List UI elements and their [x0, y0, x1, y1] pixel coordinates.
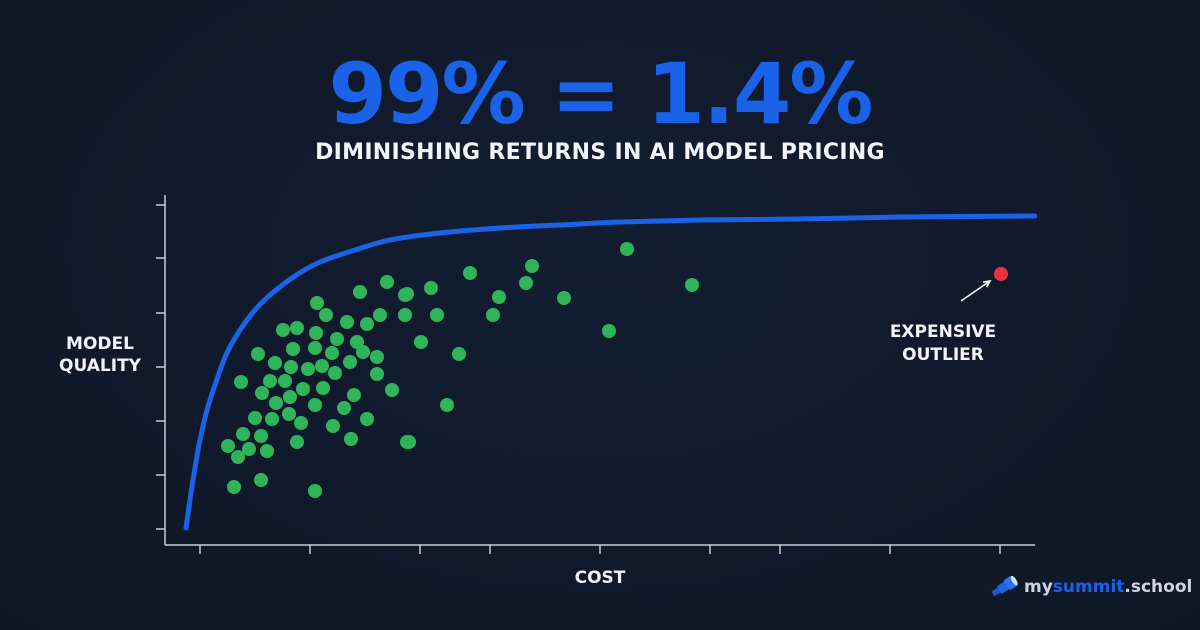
model-point [316, 381, 330, 395]
model-point [231, 450, 245, 464]
model-point [360, 317, 374, 331]
model-point [227, 480, 241, 494]
model-point [283, 390, 297, 404]
y-axis-label-line-1: MODEL [66, 334, 134, 354]
x-axis-label: COST [574, 568, 626, 588]
model-point [284, 360, 298, 374]
y-axis-label: MODEL QUALITY [40, 333, 160, 377]
outlier-point [994, 267, 1008, 281]
model-point [308, 484, 322, 498]
chart-axes [156, 195, 1035, 554]
model-point [294, 416, 308, 430]
model-point [519, 276, 533, 290]
model-point [463, 266, 477, 280]
trend-curve [183, 213, 1038, 531]
model-point [278, 374, 292, 388]
model-point [310, 296, 324, 310]
model-point [276, 323, 290, 337]
model-point [398, 308, 412, 322]
telescope-icon [991, 576, 1018, 597]
subtitle: DIMINISHING RETURNS IN AI MODEL PRICING [315, 140, 885, 165]
model-point [268, 356, 282, 370]
model-point [402, 435, 416, 449]
model-point [344, 432, 358, 446]
model-point [360, 412, 374, 426]
annotation-arrow-icon [960, 279, 992, 302]
model-point [414, 335, 428, 349]
model-point [269, 396, 283, 410]
annotation-line-1: EXPENSIVE [889, 322, 997, 342]
model-point [330, 332, 344, 346]
model-point [260, 444, 274, 458]
model-point [440, 398, 454, 412]
model-point [286, 342, 300, 356]
model-point [492, 290, 506, 304]
outlier-annotation: EXPENSIVE OUTLIER [870, 321, 1016, 367]
model-point [685, 278, 699, 292]
brand-logo: mysummit.school [988, 576, 1192, 598]
model-point [340, 315, 354, 329]
model-point [263, 374, 277, 388]
model-point [353, 285, 367, 299]
model-point [319, 308, 333, 322]
model-point [242, 442, 256, 456]
model-point [486, 308, 500, 322]
model-point [525, 259, 539, 273]
model-point [236, 427, 250, 441]
model-point [308, 341, 322, 355]
annotation-line-2: OUTLIER [902, 345, 984, 365]
model-point [309, 326, 323, 340]
model-point [380, 275, 394, 289]
model-point [370, 350, 384, 364]
model-point [296, 382, 310, 396]
model-point [370, 367, 384, 381]
data-points [221, 242, 1008, 498]
model-point [400, 287, 414, 301]
model-point [301, 362, 315, 376]
model-point [347, 388, 361, 402]
model-point [251, 347, 265, 361]
model-point [343, 355, 357, 369]
model-point [221, 439, 235, 453]
model-point [290, 435, 304, 449]
model-point [620, 242, 634, 256]
model-point [602, 324, 616, 338]
model-point [248, 411, 262, 425]
model-point [234, 375, 248, 389]
headline: 99% = 1.4% [328, 45, 874, 143]
model-point [255, 386, 269, 400]
model-point [557, 291, 571, 305]
model-point [356, 345, 370, 359]
model-point [337, 401, 351, 415]
model-point [373, 308, 387, 322]
y-axis-label-line-2: QUALITY [59, 356, 141, 376]
model-point [385, 383, 399, 397]
model-point [254, 473, 268, 487]
model-point [328, 366, 342, 380]
model-point [325, 346, 339, 360]
model-point [282, 407, 296, 421]
model-point [326, 419, 340, 433]
brand-name: mysummit.school [1024, 577, 1193, 597]
model-point [254, 429, 268, 443]
model-point [430, 308, 444, 322]
model-point [452, 347, 466, 361]
model-point [308, 398, 322, 412]
model-point [290, 321, 304, 335]
model-point [315, 359, 329, 373]
model-point [424, 281, 438, 295]
model-point [265, 412, 279, 426]
